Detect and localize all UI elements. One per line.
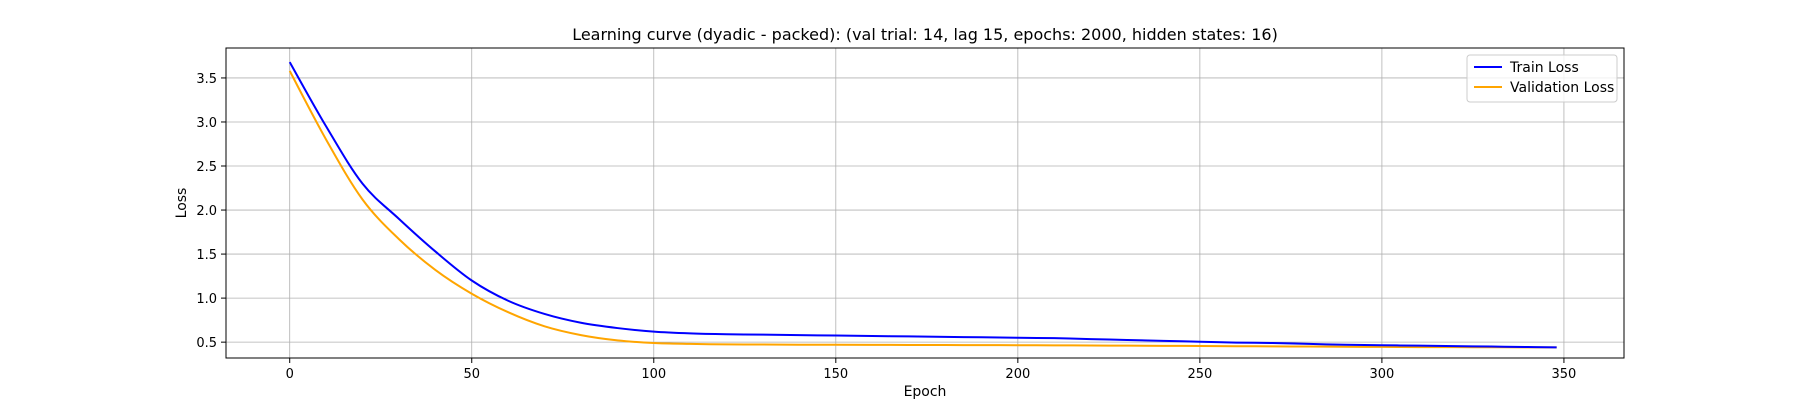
x-tick-label: 250 <box>1187 367 1212 382</box>
y-tick-label: 1.5 <box>196 248 217 263</box>
x-tick-label: 150 <box>823 367 848 382</box>
legend-label-validation: Validation Loss <box>1510 80 1614 96</box>
plot-frame <box>225 47 1625 359</box>
legend: Train Loss Validation Loss <box>1466 54 1618 103</box>
legend-label-train: Train Loss <box>1509 60 1579 76</box>
y-tick-label: 2.5 <box>196 160 217 175</box>
x-tick-label: 50 <box>463 367 480 382</box>
x-tick-label: 0 <box>286 367 294 382</box>
y-tick-label: 1.0 <box>196 292 217 307</box>
x-tick-label: 200 <box>1005 367 1030 382</box>
y-tick-label: 3.0 <box>196 116 217 131</box>
x-axis-label: Epoch <box>904 384 947 400</box>
y-tick-label: 2.0 <box>196 204 217 219</box>
chart-title: Learning curve (dyadic - packed): (val t… <box>572 25 1278 44</box>
axis-ticks: 0 50 100 150 200 250 300 350 0.5 1.0 1.5 2.0 2.5 3.0 3… <box>196 72 1576 382</box>
y-tick-label: 3.5 <box>196 72 217 87</box>
series-lines <box>288 61 1557 349</box>
y-axis-label: Loss <box>174 188 190 219</box>
x-tick-label: 350 <box>1552 367 1577 382</box>
series-validation-loss-line <box>288 70 1557 349</box>
y-tick-label: 0.5 <box>196 336 217 351</box>
series-train-loss-line <box>288 61 1557 349</box>
x-tick-label: 300 <box>1369 367 1394 382</box>
legend-box <box>1466 54 1618 103</box>
x-tick-label: 100 <box>641 367 666 382</box>
